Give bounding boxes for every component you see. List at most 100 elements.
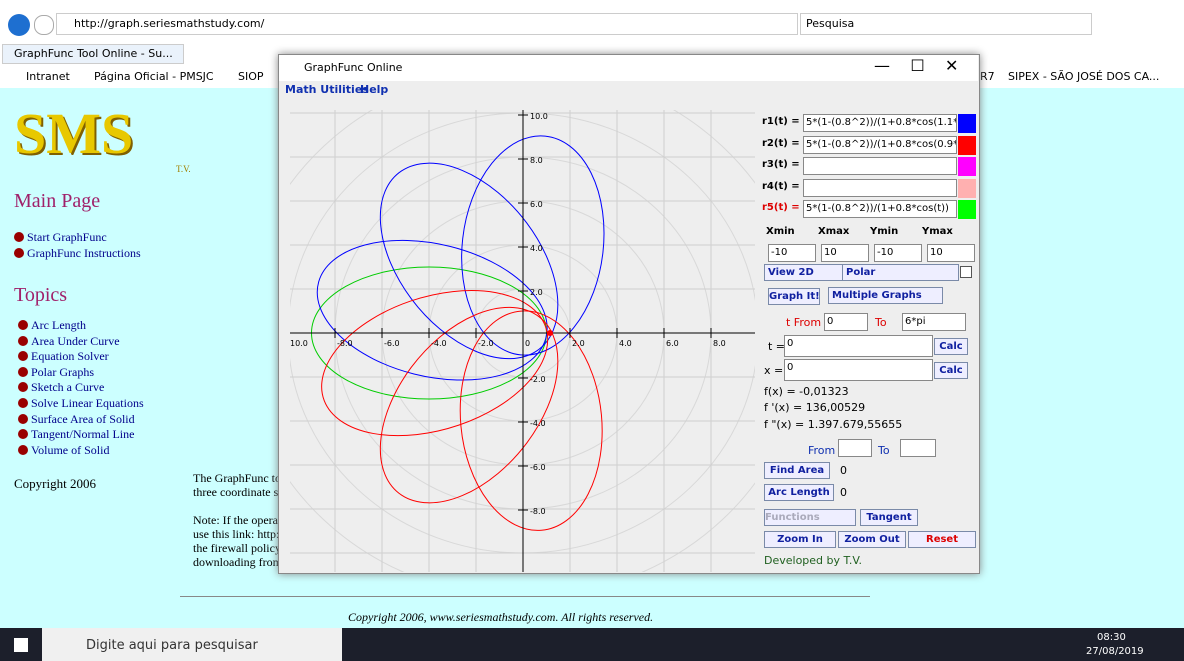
- input[interactable]: [838, 439, 872, 457]
- copyright: Copyright 2006: [14, 476, 96, 491]
- link[interactable]: Polar Graphs: [18, 365, 144, 381]
- button[interactable]: Graph It!: [768, 288, 820, 305]
- dropdown[interactable]: Functions: [764, 509, 856, 526]
- link-text[interactable]: Start GraphFunc: [27, 230, 107, 244]
- label: x =: [764, 364, 784, 377]
- y-tick-label: 4.0: [530, 244, 543, 253]
- color-swatch[interactable]: [958, 157, 976, 176]
- link[interactable]: Solve Linear Equations: [18, 396, 144, 412]
- color-swatch[interactable]: [958, 178, 976, 198]
- button[interactable]: Find Area: [764, 462, 830, 479]
- function-input[interactable]: 5*(1-(0.8^2))/(1+0.8*cos(t)): [803, 200, 957, 218]
- forward-button[interactable]: [34, 15, 54, 35]
- y-tick-label: -8.0: [530, 507, 546, 516]
- body-line: Note: If the opera: [193, 513, 278, 527]
- link[interactable]: Start GraphFunc: [14, 229, 141, 245]
- section-title: Main Page: [14, 190, 101, 212]
- body-line: The GraphFunc to: [193, 471, 281, 485]
- link[interactable]: Arc Length: [18, 318, 144, 334]
- link[interactable]: Tangent/Normal Line: [18, 427, 144, 443]
- input[interactable]: 0: [784, 359, 933, 381]
- bookmark[interactable]: R7: [980, 70, 995, 83]
- link-text[interactable]: Polar Graphs: [31, 364, 94, 379]
- input[interactable]: [900, 439, 936, 457]
- range-input[interactable]: -10: [874, 244, 922, 262]
- label: From: [808, 444, 836, 457]
- label: t From: [786, 316, 822, 329]
- button[interactable]: Calc: [934, 362, 968, 379]
- function-input[interactable]: 5*(1-(0.8^2))/(1+0.8*cos(1.1*t)): [803, 114, 957, 132]
- bullet: [18, 366, 28, 377]
- link-text[interactable]: Surface Area of Solid: [31, 411, 135, 426]
- button[interactable]: Zoom Out: [838, 531, 906, 548]
- main-links: Start GraphFunc GraphFunc Instructions: [14, 229, 141, 261]
- link-text[interactable]: Arc Length: [31, 318, 86, 332]
- link-text[interactable]: Equation Solver: [31, 349, 109, 364]
- dropdown[interactable]: View 2D: [764, 264, 844, 281]
- body-line: the firewall policy: [193, 541, 281, 555]
- link[interactable]: Equation Solver: [18, 349, 144, 365]
- bullet: [18, 397, 28, 408]
- range-input[interactable]: 10: [927, 244, 975, 262]
- link[interactable]: Sketch a Curve: [18, 380, 144, 396]
- taskbar-search[interactable]: [42, 628, 342, 661]
- bookmark[interactable]: SIPEX - SÃO JOSÉ DOS CA...: [1008, 70, 1160, 83]
- window-controls[interactable]: — ☐ ✕: [874, 56, 959, 75]
- curve-r2: [451, 305, 612, 536]
- bookmark[interactable]: Página Oficial - PMSJC: [94, 70, 214, 83]
- link-text[interactable]: GraphFunc Instructions: [27, 246, 141, 260]
- logo-sub: T.V.: [176, 164, 191, 174]
- link[interactable]: GraphFunc Instructions: [14, 245, 141, 261]
- input[interactable]: 0: [784, 335, 933, 357]
- tab-title: GraphFunc Tool Online - Su...: [14, 47, 173, 60]
- button[interactable]: Arc Length: [764, 484, 834, 501]
- footer: Copyright 2006, www.seriesmathstudy.com.…: [348, 610, 654, 624]
- button[interactable]: Reset: [908, 531, 976, 548]
- x-tick-label: 2.0: [572, 339, 585, 348]
- function-label: r2(t) =: [762, 137, 800, 149]
- x-tick-label: 10.0: [290, 339, 308, 348]
- dropdown[interactable]: Multiple Graphs: [828, 287, 943, 304]
- bullet: [18, 382, 28, 393]
- tab[interactable]: [2, 44, 184, 64]
- range-input[interactable]: 10: [821, 244, 869, 262]
- x-tick-label: 0: [525, 339, 530, 348]
- color-swatch[interactable]: [958, 200, 976, 219]
- link-text[interactable]: Tangent/Normal Line: [31, 427, 135, 442]
- divider: [180, 596, 870, 597]
- link-text[interactable]: Sketch a Curve: [31, 380, 105, 395]
- link-text[interactable]: Area Under Curve: [31, 333, 120, 348]
- button[interactable]: Calc: [934, 338, 968, 355]
- label: To: [878, 444, 890, 457]
- checkbox[interactable]: [960, 266, 972, 278]
- input[interactable]: 6*pi: [902, 313, 966, 331]
- start-button[interactable]: [14, 638, 28, 652]
- link[interactable]: Volume of Solid: [18, 443, 144, 459]
- function-input[interactable]: [803, 157, 957, 175]
- bookmark[interactable]: SIOP: [238, 70, 264, 83]
- address-bar[interactable]: [56, 13, 798, 35]
- curve-r1: [300, 218, 563, 402]
- button[interactable]: Zoom In: [764, 531, 836, 548]
- link[interactable]: Area Under Curve: [18, 334, 144, 350]
- link[interactable]: Surface Area of Solid: [18, 412, 144, 428]
- input[interactable]: 0: [824, 313, 868, 331]
- function-input[interactable]: [803, 178, 957, 197]
- function-input[interactable]: 5*(1-(0.8^2))/(1+0.8*cos(0.9*t)): [803, 135, 957, 154]
- x-tick-label: 6.0: [666, 339, 679, 348]
- back-button[interactable]: [8, 14, 30, 36]
- search-box[interactable]: [800, 13, 1092, 35]
- menu[interactable]: Math Utilities: [285, 83, 369, 96]
- link-text[interactable]: Volume of Solid: [31, 442, 110, 457]
- x-tick-label: 4.0: [619, 339, 632, 348]
- dropdown[interactable]: Polar: [842, 264, 959, 281]
- link-text[interactable]: Solve Linear Equations: [31, 395, 144, 410]
- button[interactable]: Tangent: [860, 509, 918, 526]
- color-swatch[interactable]: [958, 114, 976, 133]
- range-input[interactable]: -10: [768, 244, 816, 262]
- curve-r1: [344, 133, 594, 389]
- x-tick-label: -4.0: [431, 339, 447, 348]
- bookmark[interactable]: Intranet: [26, 70, 70, 83]
- color-swatch[interactable]: [958, 135, 976, 155]
- menu[interactable]: Help: [360, 83, 389, 96]
